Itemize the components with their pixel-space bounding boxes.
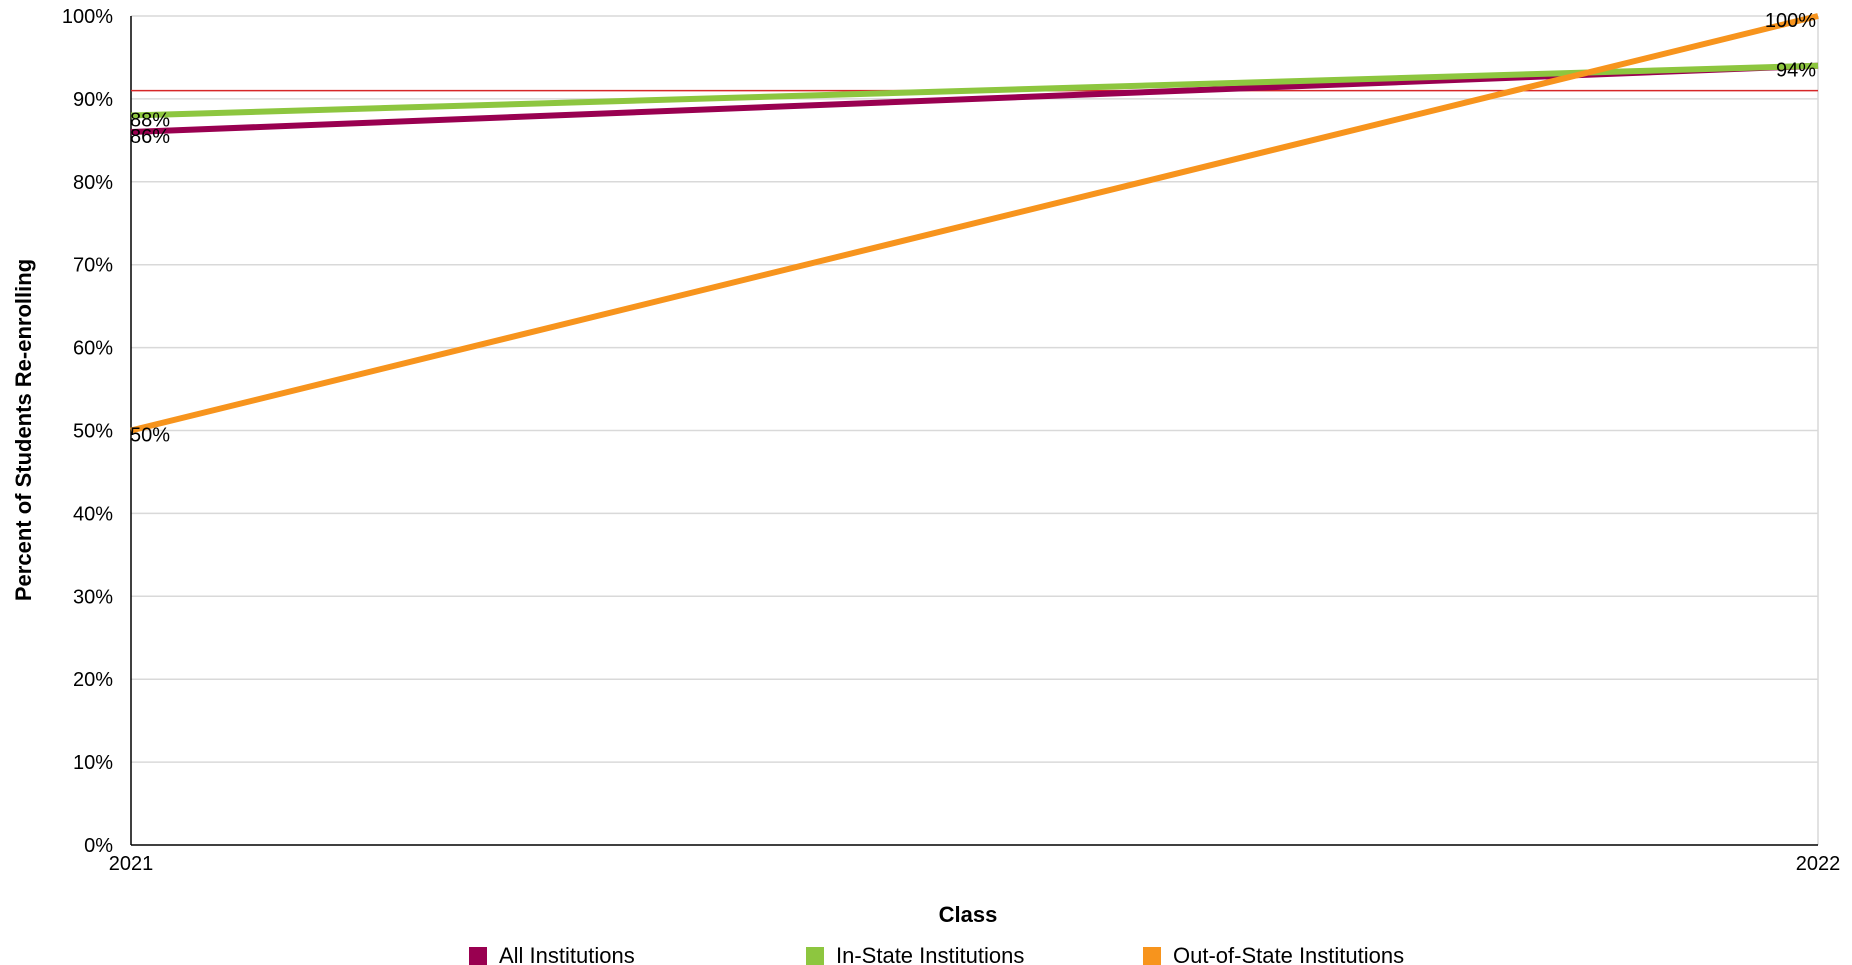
legend-swatch bbox=[1143, 947, 1161, 965]
data-label: 100% bbox=[1765, 10, 1816, 32]
data-label: 86% bbox=[130, 126, 170, 148]
data-label: 94% bbox=[1776, 60, 1816, 82]
legend: All Institutions In-State Institutions Out… bbox=[469, 943, 1404, 965]
x-axis-title: Class bbox=[939, 902, 998, 927]
series-lines bbox=[130, 13, 1819, 434]
x-tick-labels: 2021 2022 bbox=[109, 853, 1841, 875]
x-tick-label: 2021 bbox=[109, 853, 154, 875]
y-tick-label: 0% bbox=[84, 835, 113, 857]
data-label: 88% bbox=[130, 109, 170, 131]
legend-swatch bbox=[469, 947, 487, 965]
legend-label: All Institutions bbox=[499, 943, 635, 965]
series-line bbox=[130, 13, 1819, 434]
y-tick-labels: 0% 10% 20% 30% 40% 50% 60% 70% 80% 90% 100% bbox=[62, 6, 113, 857]
legend-swatch bbox=[806, 947, 824, 965]
y-tick-label: 40% bbox=[73, 503, 113, 525]
y-tick-label: 100% bbox=[62, 6, 113, 28]
y-axis-title: Percent of Students Re-enrolling bbox=[11, 259, 36, 601]
gridlines bbox=[131, 15, 1819, 845]
y-tick-label: 30% bbox=[73, 586, 113, 608]
y-tick-label: 50% bbox=[73, 421, 113, 443]
x-tick-label: 2022 bbox=[1796, 853, 1841, 875]
legend-label: In-State Institutions bbox=[836, 943, 1024, 965]
y-tick-label: 80% bbox=[73, 172, 113, 194]
data-label: 50% bbox=[130, 425, 170, 447]
y-tick-label: 60% bbox=[73, 338, 113, 360]
y-tick-label: 90% bbox=[73, 89, 113, 111]
legend-label: Out-of-State Institutions bbox=[1173, 943, 1404, 965]
series-line bbox=[130, 62, 1819, 119]
y-tick-label: 70% bbox=[73, 255, 113, 277]
data-labels: 86%88% 94% 50% 100% bbox=[130, 10, 1816, 447]
y-tick-label: 20% bbox=[73, 669, 113, 691]
y-tick-label: 10% bbox=[73, 752, 113, 774]
